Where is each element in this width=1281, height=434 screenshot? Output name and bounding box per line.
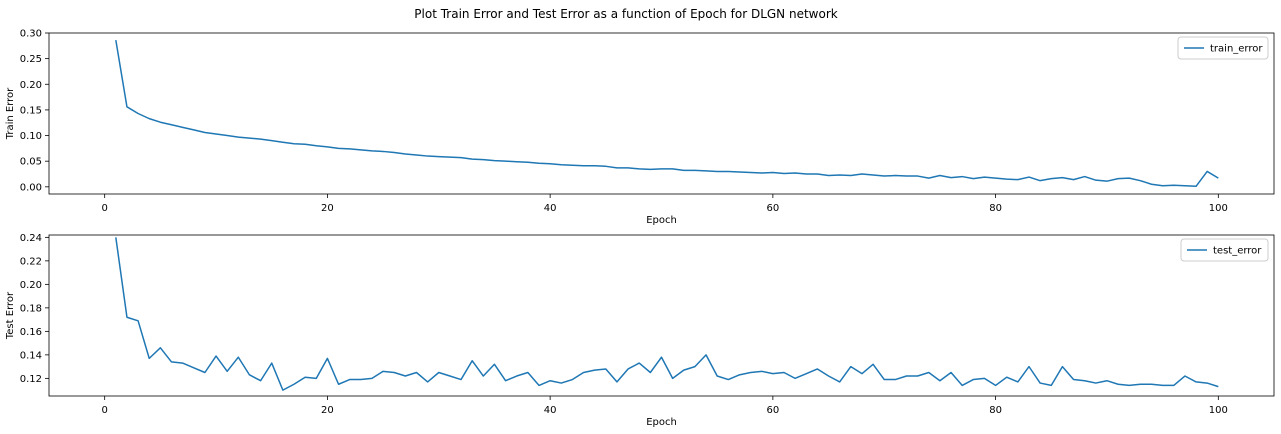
legend-label: test_error xyxy=(1213,246,1262,257)
y-tick-label: 0.25 xyxy=(20,54,42,65)
subplot-1: 0 20 40 60 80 100 0.00 0.05 0.10 0.15 0.20 0.25 0.30… xyxy=(5,29,1275,226)
x-tick-label: 100 xyxy=(1209,405,1228,416)
y-tick-label: 0.14 xyxy=(20,350,42,361)
x-tick-label: 60 xyxy=(766,203,779,214)
legend-label: train_error xyxy=(1210,44,1263,55)
x-tick-label: 60 xyxy=(766,405,779,416)
x-tick-label: 80 xyxy=(989,203,1002,214)
y-tick-label: 0.12 xyxy=(20,374,42,385)
series-line-test_error xyxy=(115,237,1219,391)
y-tick-label: 0.15 xyxy=(20,105,42,116)
y-tick-label: 0.24 xyxy=(20,233,42,244)
legend: train_error xyxy=(1177,36,1269,60)
x-tick-label: 40 xyxy=(544,405,557,416)
y-axis-label: Train Error xyxy=(5,87,16,140)
x-axis-label: Epoch xyxy=(646,417,677,428)
axes-frame xyxy=(48,234,1275,397)
legend: test_error xyxy=(1180,238,1269,262)
x-tick-label: 80 xyxy=(989,405,1002,416)
x-tick-label: 0 xyxy=(101,203,107,214)
y-tick-label: 0.18 xyxy=(20,303,42,314)
x-tick-label: 40 xyxy=(544,203,557,214)
y-tick-label: 0.30 xyxy=(20,29,42,40)
x-tick-label: 20 xyxy=(321,405,334,416)
legend-box xyxy=(1177,36,1269,60)
y-tick-label: 0.00 xyxy=(20,182,42,193)
x-tick-label: 100 xyxy=(1209,203,1228,214)
y-axis-label: Test Error xyxy=(5,291,16,340)
x-tick-label: 0 xyxy=(101,405,107,416)
y-tick-label: 0.10 xyxy=(20,131,42,142)
legend-box xyxy=(1180,238,1269,262)
axes-frame xyxy=(48,32,1275,195)
figure-title: Plot Train Error and Test Error as a fun… xyxy=(414,7,837,21)
y-tick-label: 0.22 xyxy=(20,256,42,267)
y-tick-label: 0.20 xyxy=(20,80,42,91)
series-line-train_error xyxy=(115,40,1219,188)
y-tick-label: 0.05 xyxy=(20,157,42,168)
y-tick-label: 0.20 xyxy=(20,280,42,291)
subplots: 0 20 40 60 80 100 0.00 0.05 0.10 0.15 0.20 0.25 0.30… xyxy=(5,29,1275,428)
x-tick-label: 20 xyxy=(321,203,334,214)
subplot-2: 0 20 40 60 80 100 0.12 0.14 0.16 0.18 0.20 0.22 0.24… xyxy=(5,233,1275,428)
x-axis-label: Epoch xyxy=(646,215,677,226)
y-tick-label: 0.16 xyxy=(20,327,42,338)
